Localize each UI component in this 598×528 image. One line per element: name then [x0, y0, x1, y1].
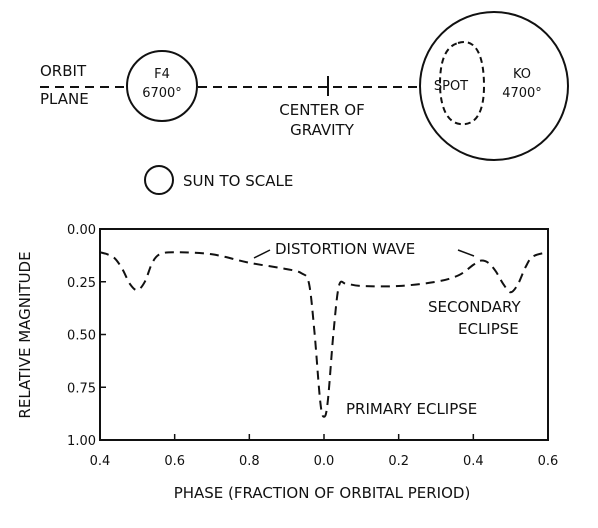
secondary-star-temperature: 4700° — [502, 86, 542, 101]
orbit-label: ORBIT — [40, 62, 87, 80]
y-tick-label: 0.25 — [67, 276, 96, 291]
distortion-wave-pointer — [253, 249, 271, 259]
x-tick-label: 0.0 — [314, 454, 335, 469]
primary-star — [126, 50, 198, 122]
x-tick-label: 0.6 — [164, 454, 185, 469]
x-axis-ticks: 0.4 0.6 0.8 0.0 0.2 0.4 0.6 — [90, 434, 559, 469]
light-curve-chart: 0.000.250.500.751.00 0.4 0.6 0.8 0.0 0.2 0.4 0… — [16, 223, 558, 502]
x-tick-label: 0.2 — [388, 454, 409, 469]
x-tick-label: 0.4 — [463, 454, 484, 469]
secondary-eclipse-label-line2: ECLIPSE — [458, 320, 519, 338]
sun-to-scale-circle — [144, 165, 174, 195]
y-tick-label: 1.00 — [67, 434, 96, 449]
spot-label: SPOT — [434, 79, 468, 94]
secondary-eclipse-label-line1: SECONDARY — [428, 298, 522, 316]
primary-eclipse-label: PRIMARY ECLIPSE — [346, 400, 477, 418]
y-axis-title: RELATIVE MAGNITUDE — [16, 251, 34, 418]
star-spot — [438, 41, 486, 126]
y-tick-label: 0.00 — [67, 223, 96, 238]
plane-label: PLANE — [40, 90, 89, 108]
x-tick-label: 0.4 — [90, 454, 111, 469]
light-curve-series — [99, 251, 549, 418]
center-label: CENTER OF — [279, 101, 364, 119]
gravity-label: GRAVITY — [290, 121, 355, 139]
secondary-star — [419, 11, 569, 161]
secondary-star-type: KO — [513, 67, 531, 82]
primary-star-type: F4 — [154, 67, 170, 82]
y-tick-label: 0.50 — [67, 329, 96, 344]
orbit-diagram: ORBIT PLANE F4 6700° CENTER OF GRAVITY S… — [40, 11, 569, 195]
y-axis-ticks: 0.00 0.25 0.50 0.75 1.00 — [67, 223, 106, 449]
distortion-wave-pointer-right — [457, 249, 475, 257]
x-tick-label: 0.6 — [538, 454, 559, 469]
x-tick-label: 0.8 — [239, 454, 260, 469]
sun-to-scale-label: SUN TO SCALE — [183, 172, 293, 190]
x-axis-title: PHASE (FRACTION OF ORBITAL PERIOD) — [174, 484, 471, 502]
distortion-wave-label: DISTORTION WAVE — [275, 240, 415, 258]
primary-star-temperature: 6700° — [142, 86, 182, 101]
y-tick-label: 0.75 — [67, 381, 96, 396]
